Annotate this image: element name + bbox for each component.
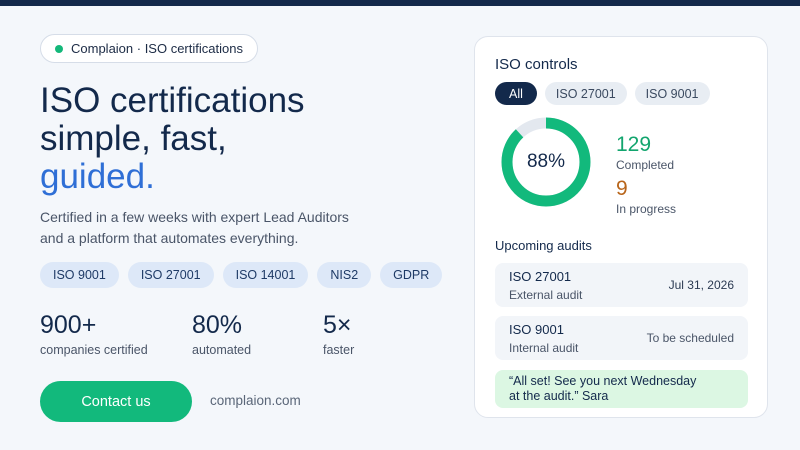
subtext-line-1: Certified in a few weeks with expert Lea… <box>40 209 349 225</box>
message-line-2: at the audit.” Sara <box>509 389 609 403</box>
filter-tabs: All ISO 27001 ISO 9001 <box>495 82 710 105</box>
tag-iso-9001: ISO 9001 <box>40 262 119 288</box>
hero-headline: ISO certifications simple, fast, guided. <box>40 82 440 196</box>
donut-fill <box>501 117 591 207</box>
progress-donut <box>501 117 591 207</box>
card-title: ISO controls <box>495 56 578 73</box>
stat-label: automated <box>192 343 252 357</box>
stat-value: 900+ <box>40 311 97 339</box>
kpi-completed: 129 Completed <box>616 133 674 172</box>
tag-iso-27001: ISO 27001 <box>127 262 214 288</box>
stat-label: companies certified <box>40 343 148 357</box>
iso-controls-card: ISO controls All ISO 27001 ISO 9001 88% … <box>474 36 768 418</box>
contact-us-button[interactable]: Contact us <box>40 381 192 422</box>
audit-type: External audit <box>509 288 583 302</box>
filter-tab-iso-27001[interactable]: ISO 27001 <box>544 82 627 105</box>
audit-name: ISO 9001 <box>509 322 564 337</box>
stat-faster: 5× faster <box>323 309 463 357</box>
stat-automated: 80% automated <box>192 309 332 357</box>
status-dot-icon <box>55 44 63 53</box>
tag-nis2: NIS2 <box>317 262 372 288</box>
kpi-in-progress-value: 9 <box>616 177 628 200</box>
headline-line-1: ISO certifications <box>40 81 305 120</box>
donut-percent-label: 88% <box>526 151 566 172</box>
stat-label: faster <box>323 343 355 357</box>
stat-value: 5× <box>323 311 352 339</box>
audit-type: Internal audit <box>509 341 579 355</box>
kpi-completed-value: 129 <box>616 133 652 156</box>
message-line-1: “All set! See you next Wednesday <box>509 374 697 388</box>
kpi-completed-label: Completed <box>616 158 675 172</box>
audit-item[interactable]: ISO 27001 External audit Jul 31, 2026 <box>495 263 748 307</box>
kpi-in-progress: 9 In progress <box>616 177 676 216</box>
tag-iso-14001: ISO 14001 <box>222 262 309 288</box>
stat-companies: 900+ companies certified <box>40 309 180 357</box>
filter-tab-all[interactable]: All <box>495 82 537 105</box>
audit-item[interactable]: ISO 9001 Internal audit To be scheduled <box>495 316 748 360</box>
brand-badge: Complaion · ISO certifications <box>40 34 258 63</box>
stat-value: 80% <box>192 311 243 339</box>
standard-tags: ISO 9001 ISO 27001 ISO 14001 NIS2 GDPR <box>40 262 443 288</box>
subtext-line-2: and a platform that automates everything… <box>40 230 299 246</box>
audit-name: ISO 27001 <box>509 269 572 284</box>
tag-gdpr: GDPR <box>380 262 443 288</box>
headline-accent: guided. <box>40 157 155 196</box>
filter-tab-iso-9001[interactable]: ISO 9001 <box>634 82 710 105</box>
upcoming-audits-title: Upcoming audits <box>495 238 592 253</box>
brand-badge-label: Complaion · ISO certifications <box>71 41 243 56</box>
hero-subtext: Certified in a few weeks with expert Lea… <box>40 207 380 249</box>
kpi-in-progress-label: In progress <box>616 202 677 216</box>
website-link[interactable]: complaion.com <box>210 393 301 408</box>
chat-message: “All set! See you next Wednesday at the … <box>495 370 748 408</box>
audit-date: Jul 31, 2026 <box>668 278 734 292</box>
audit-date: To be scheduled <box>646 331 734 345</box>
top-accent-bar <box>0 0 800 6</box>
headline-line-2: simple, fast, <box>40 119 227 158</box>
